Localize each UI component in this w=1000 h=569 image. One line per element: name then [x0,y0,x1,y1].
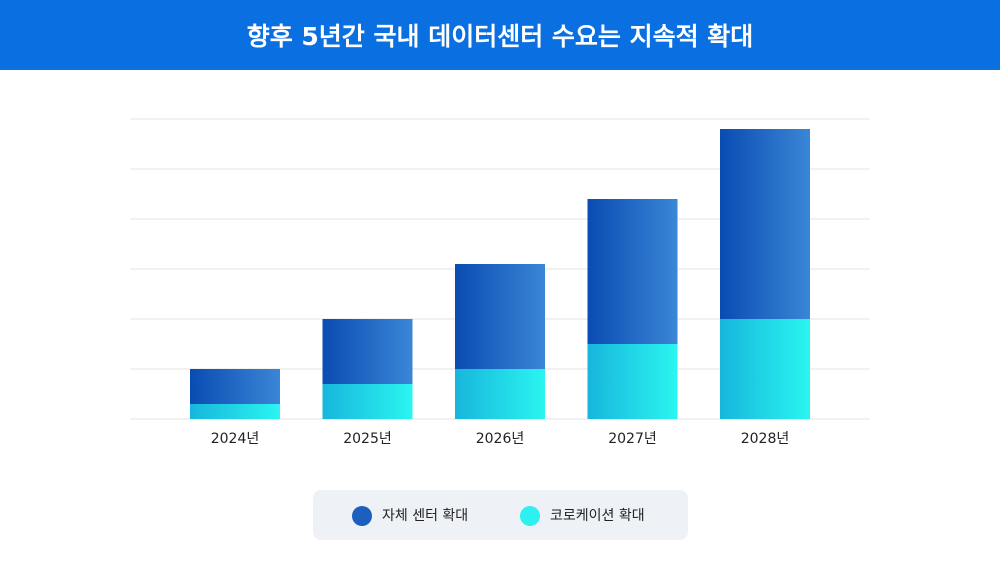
x-tick-label: 2026년 [476,431,525,447]
bar-segment [190,369,280,404]
bar-segment [322,384,413,419]
legend-label: 코로케이션 확대 [550,508,645,524]
legend-marker [520,506,540,526]
x-tick-label: 2028년 [741,431,790,447]
chart-title: 향후 5년간 국내 데이터센터 수요는 지속적 확대 [0,0,1000,70]
bar-segment [720,129,810,319]
bar-segment [587,344,678,419]
bar-segment [455,264,545,369]
legend-marker [352,506,372,526]
bar-segment [720,319,810,419]
x-tick-label: 2025년 [343,431,392,447]
bar-segment [587,199,678,344]
bar-segment [455,369,545,419]
legend-box [313,490,688,540]
x-tick-label: 2024년 [211,431,260,447]
bar-segment [322,319,413,384]
legend-label: 자체 센터 확대 [382,508,468,524]
bar-segment [190,404,280,419]
x-tick-label: 2027년 [608,431,657,447]
